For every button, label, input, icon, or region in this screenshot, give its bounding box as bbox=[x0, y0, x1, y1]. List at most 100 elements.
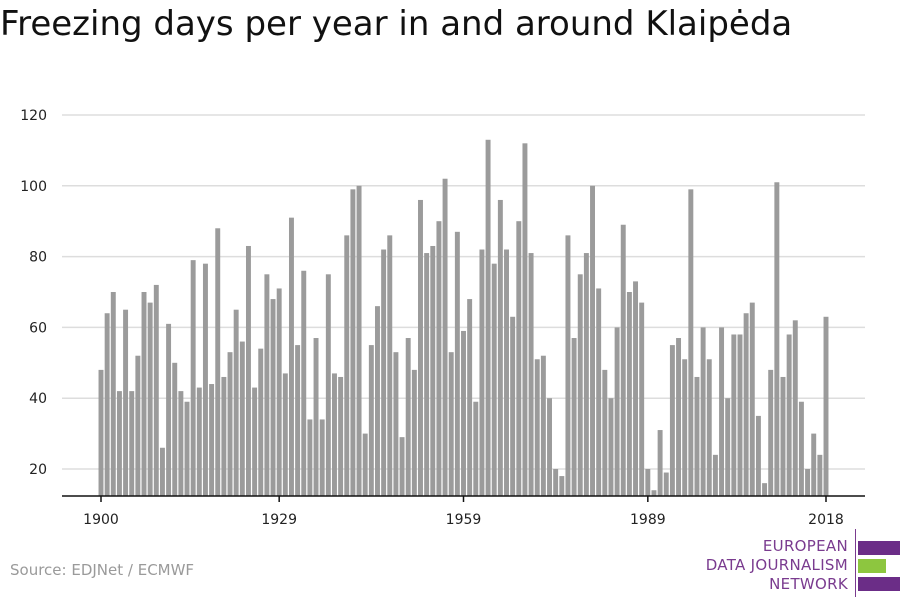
bar-1982 bbox=[602, 369, 608, 496]
bar-1925 bbox=[252, 387, 258, 496]
bar-2017 bbox=[817, 454, 823, 496]
bar-1912 bbox=[172, 362, 178, 496]
bar-1976 bbox=[565, 235, 571, 497]
bar-1900 bbox=[98, 369, 104, 496]
bar-1969 bbox=[522, 143, 528, 496]
chart-title: Freezing days per year in and around Kla… bbox=[0, 4, 793, 44]
bar-1908 bbox=[147, 302, 153, 496]
bar-2015 bbox=[805, 469, 811, 496]
bar-1989 bbox=[645, 469, 651, 496]
logo-line-2: DATA JOURNALISM bbox=[705, 556, 848, 574]
bar-1905 bbox=[129, 391, 135, 496]
bar-2007 bbox=[755, 415, 761, 496]
bar-1937 bbox=[325, 274, 331, 496]
bar-1910 bbox=[159, 447, 165, 496]
bar-1971 bbox=[534, 359, 540, 496]
y-tick-label: 40 bbox=[29, 391, 47, 407]
logo-purple-bar-bottom bbox=[858, 577, 900, 591]
y-tick-label: 120 bbox=[20, 108, 47, 124]
bar-1978 bbox=[577, 274, 583, 496]
bar-2002 bbox=[725, 398, 731, 496]
bar-2013 bbox=[792, 320, 798, 496]
bar-1921 bbox=[227, 352, 233, 496]
bar-1923 bbox=[239, 341, 245, 496]
bar-1909 bbox=[153, 284, 159, 496]
bar-1959 bbox=[461, 330, 466, 496]
bar-1942 bbox=[356, 185, 362, 497]
bar-1951 bbox=[411, 369, 417, 496]
bar-2011 bbox=[780, 376, 786, 496]
x-tick-label: 2018 bbox=[808, 512, 844, 528]
bar-1950 bbox=[405, 338, 411, 496]
bar-1930 bbox=[282, 373, 288, 496]
bar-1944 bbox=[368, 345, 374, 496]
bar-1920 bbox=[221, 376, 227, 496]
bar-1933 bbox=[301, 270, 307, 496]
bar-1949 bbox=[399, 437, 405, 496]
bar-1941 bbox=[350, 189, 356, 496]
bar-1990 bbox=[651, 490, 657, 496]
bar-1915 bbox=[190, 260, 196, 496]
bar-1903 bbox=[116, 391, 122, 496]
bar-1906 bbox=[135, 355, 141, 496]
bar-1907 bbox=[141, 292, 147, 496]
bar-1946 bbox=[381, 249, 387, 496]
bar-1968 bbox=[516, 221, 522, 496]
bar-1934 bbox=[307, 419, 313, 496]
bar-1901 bbox=[104, 313, 110, 496]
axes: 20 40 60 80 100 120 1900 1929 1959 1989 2018 bbox=[20, 108, 865, 528]
bar-2008 bbox=[762, 483, 768, 496]
bar-1984 bbox=[614, 327, 620, 496]
bar-1928 bbox=[270, 299, 276, 496]
bar-1926 bbox=[258, 348, 264, 496]
bar-1947 bbox=[387, 235, 393, 497]
bar-1970 bbox=[528, 253, 534, 496]
bar-1911 bbox=[166, 323, 172, 496]
bar-1914 bbox=[184, 401, 190, 496]
y-tick-label: 60 bbox=[29, 320, 47, 336]
bar-1997 bbox=[694, 376, 700, 496]
bar-1995 bbox=[682, 359, 688, 496]
bar-1973 bbox=[547, 398, 552, 496]
bar-1972 bbox=[540, 355, 546, 496]
logo-green-bar bbox=[858, 559, 886, 573]
bar-1913 bbox=[178, 391, 184, 496]
bar-2018 bbox=[823, 316, 829, 496]
bar-1965 bbox=[497, 199, 503, 496]
bar-1916 bbox=[196, 387, 202, 496]
bar-1967 bbox=[510, 316, 516, 496]
bar-2016 bbox=[811, 433, 817, 496]
bars bbox=[98, 139, 829, 497]
bar-1918 bbox=[209, 384, 215, 496]
bar-1961 bbox=[473, 401, 479, 496]
bar-1940 bbox=[344, 235, 350, 497]
bar-1924 bbox=[245, 245, 251, 496]
bar-1902 bbox=[110, 292, 116, 496]
y-tick-label: 20 bbox=[29, 462, 47, 478]
bar-1936 bbox=[319, 419, 325, 496]
bar-1927 bbox=[264, 274, 270, 496]
bar-1979 bbox=[583, 253, 589, 496]
bar-1922 bbox=[233, 309, 239, 496]
bar-1964 bbox=[491, 263, 497, 496]
bar-1986 bbox=[626, 292, 632, 496]
bar-1955 bbox=[436, 221, 442, 496]
bar-1991 bbox=[657, 430, 663, 496]
bar-1929 bbox=[276, 288, 282, 496]
bar-1957 bbox=[448, 352, 454, 496]
bar-1963 bbox=[485, 139, 491, 496]
bar-2010 bbox=[774, 182, 780, 496]
bar-1953 bbox=[424, 253, 430, 496]
edjnet-logo[interactable]: EUROPEAN DATA JOURNALISM NETWORK bbox=[690, 529, 900, 597]
bar-1994 bbox=[676, 338, 682, 496]
bar-1981 bbox=[596, 288, 602, 496]
bar-1932 bbox=[295, 345, 301, 496]
bar-1983 bbox=[608, 398, 614, 496]
bar-1985 bbox=[620, 224, 626, 497]
bar-1975 bbox=[559, 476, 565, 496]
bar-1917 bbox=[202, 263, 208, 496]
bar-2009 bbox=[768, 369, 774, 496]
bar-2004 bbox=[737, 334, 743, 496]
bar-1993 bbox=[669, 345, 675, 496]
bar-1999 bbox=[706, 359, 712, 496]
